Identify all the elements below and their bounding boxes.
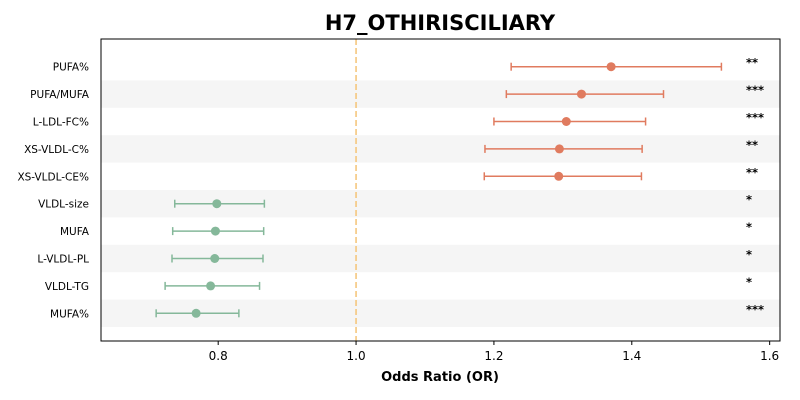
or-point	[210, 254, 220, 263]
x-tick-label: 1.6	[760, 349, 779, 363]
or-point	[554, 171, 564, 181]
or-point	[191, 308, 201, 318]
x-axis: 0.8 1.0 1.2 1.4 1.6	[209, 341, 779, 363]
category-label: VLDL-size	[38, 199, 89, 211]
or-point	[606, 62, 616, 72]
significance-label: **	[746, 165, 758, 179]
significance-label: *	[746, 248, 752, 262]
x-tick-label: 1.2	[484, 349, 503, 363]
category-label: PUFA/MUFA	[30, 89, 90, 101]
chart-title: H7_OTHIRISCILIARY	[325, 11, 556, 35]
row-band	[101, 135, 780, 163]
category-label: L-VLDL-PL	[37, 254, 89, 266]
significance-label: *	[746, 193, 752, 207]
or-point	[206, 281, 216, 291]
or-point	[576, 89, 586, 99]
significance-label: **	[746, 56, 758, 70]
plot-frame	[100, 38, 781, 342]
x-tick-label: 1.0	[347, 349, 366, 363]
category-label: L-LDL-FC%	[33, 117, 89, 129]
significance-label: *	[746, 275, 752, 289]
x-tick-label: 0.8	[209, 349, 228, 363]
category-label: XS-VLDL-CE%	[17, 171, 89, 183]
or-point	[212, 199, 222, 209]
category-label: XS-VLDL-C%	[24, 144, 89, 156]
significance-label: ***	[746, 302, 764, 316]
or-point	[210, 226, 220, 236]
significance-label: **	[746, 138, 758, 152]
x-axis-label: Odds Ratio (OR)	[381, 370, 499, 385]
category-label: VLDL-TG	[45, 281, 89, 293]
or-point	[554, 144, 564, 154]
category-label: PUFA%	[53, 62, 89, 74]
significance-label: ***	[746, 83, 764, 97]
significance-label: ***	[746, 111, 764, 125]
category-label: MUFA	[60, 226, 90, 238]
x-tick-label: 1.4	[622, 349, 641, 363]
category-label: MUFA%	[50, 308, 89, 320]
row-band	[101, 80, 780, 108]
or-point	[561, 117, 571, 126]
significance-label: *	[746, 220, 752, 234]
data-marks: PUFA% **PUFA/MUFA ***L-LDL-FC% ***XS-VLDL-C…	[17, 56, 764, 321]
